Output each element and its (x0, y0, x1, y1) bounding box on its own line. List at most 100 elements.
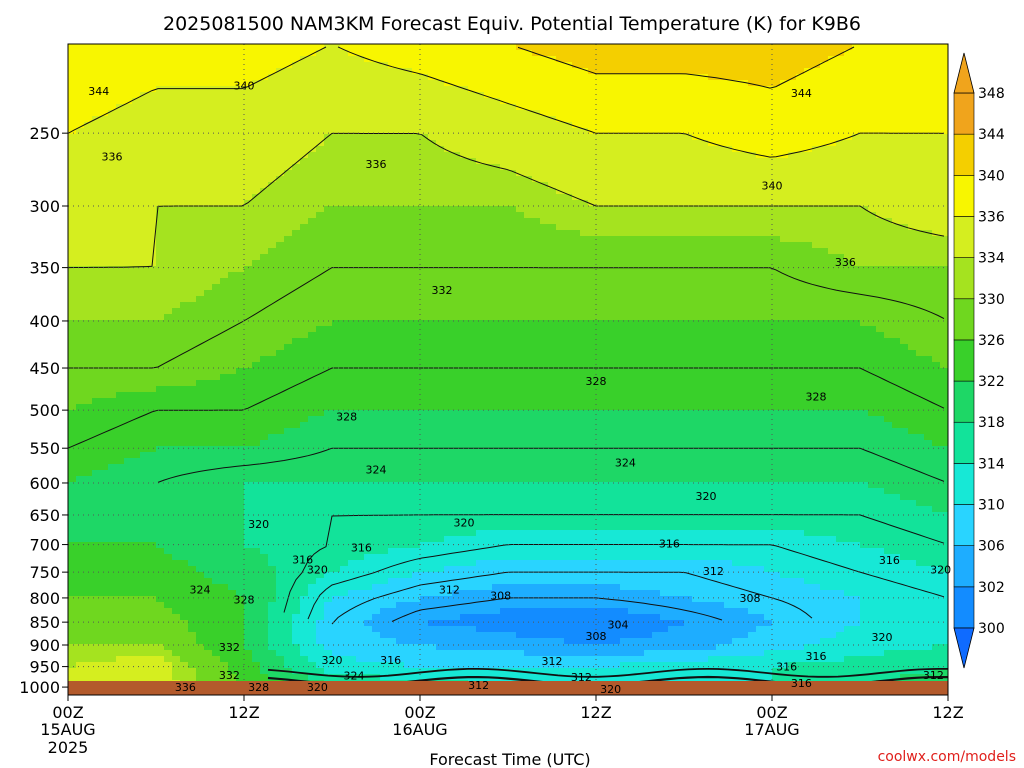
field-cell (476, 122, 485, 129)
field-cell (148, 182, 157, 189)
field-cell (596, 302, 605, 309)
field-cell (92, 122, 101, 129)
field-cell (404, 44, 413, 51)
field-cell (860, 122, 869, 129)
field-cell (68, 206, 77, 213)
field-cell (372, 272, 381, 279)
field-cell (716, 116, 725, 123)
field-cell (116, 296, 125, 303)
field-cell (244, 200, 253, 207)
field-cell (844, 230, 853, 237)
field-cell (820, 248, 829, 255)
field-cell (516, 206, 525, 213)
field-cell (756, 74, 765, 81)
field-cell (556, 308, 565, 315)
field-cell (916, 260, 925, 267)
field-cell (484, 158, 493, 165)
field-cell (180, 194, 189, 201)
field-cell (388, 146, 397, 153)
field-cell (500, 182, 509, 189)
field-cell (700, 272, 709, 279)
field-cell (148, 68, 157, 75)
field-cell (524, 128, 533, 135)
field-cell (308, 230, 317, 237)
field-cell (276, 68, 285, 75)
field-cell (828, 116, 837, 123)
field-cell (420, 206, 429, 213)
field-cell (556, 44, 565, 51)
field-cell (596, 278, 605, 285)
field-cell (524, 146, 533, 153)
field-cell (812, 218, 821, 225)
field-cell (188, 188, 197, 195)
field-cell (588, 104, 597, 111)
field-cell (196, 242, 205, 249)
field-cell (380, 224, 389, 231)
field-cell (188, 206, 197, 213)
field-cell (252, 122, 261, 129)
field-cell (556, 278, 565, 285)
field-cell (692, 188, 701, 195)
field-cell (628, 92, 637, 99)
field-cell (444, 272, 453, 279)
field-cell (300, 272, 309, 279)
field-cell (340, 56, 349, 63)
field-cell (812, 206, 821, 213)
field-cell (76, 158, 85, 165)
field-cell (708, 134, 717, 141)
field-cell (276, 278, 285, 285)
field-cell (660, 164, 669, 171)
field-cell (716, 206, 725, 213)
field-cell (676, 224, 685, 231)
field-cell (124, 110, 133, 117)
field-cell (852, 74, 861, 81)
field-cell (276, 194, 285, 201)
field-cell (340, 212, 349, 219)
field-cell (788, 248, 797, 255)
field-cell (916, 266, 925, 273)
field-cell (340, 116, 349, 123)
field-cell (500, 296, 509, 303)
field-cell (836, 140, 845, 147)
field-cell (316, 152, 325, 159)
field-cell (484, 200, 493, 207)
field-cell (84, 302, 93, 309)
field-cell (468, 224, 477, 231)
field-cell (204, 98, 213, 105)
field-cell (244, 212, 253, 219)
field-cell (228, 236, 237, 243)
field-cell (132, 140, 141, 147)
field-cell (644, 206, 653, 213)
field-cell (556, 164, 565, 171)
field-cell (332, 104, 341, 111)
field-cell (284, 212, 293, 219)
field-cell (116, 86, 125, 93)
field-cell (532, 164, 541, 171)
field-cell (332, 182, 341, 189)
field-cell (388, 128, 397, 135)
field-cell (220, 182, 229, 189)
field-cell (476, 248, 485, 255)
field-cell (156, 56, 165, 63)
field-cell (684, 224, 693, 231)
field-cell (132, 116, 141, 123)
field-cell (892, 224, 901, 231)
field-cell (660, 188, 669, 195)
field-cell (676, 200, 685, 207)
field-cell (572, 44, 581, 51)
field-cell (228, 80, 237, 87)
field-cell (668, 236, 677, 243)
field-cell (860, 116, 869, 123)
field-cell (252, 68, 261, 75)
field-cell (428, 266, 437, 273)
field-cell (396, 80, 405, 87)
field-cell (212, 260, 221, 267)
field-cell (724, 242, 733, 249)
field-cell (868, 116, 877, 123)
field-cell (100, 110, 109, 117)
field-cell (268, 284, 277, 291)
field-cell (700, 152, 709, 159)
field-cell (324, 50, 333, 57)
field-cell (196, 224, 205, 231)
field-cell (428, 140, 437, 147)
